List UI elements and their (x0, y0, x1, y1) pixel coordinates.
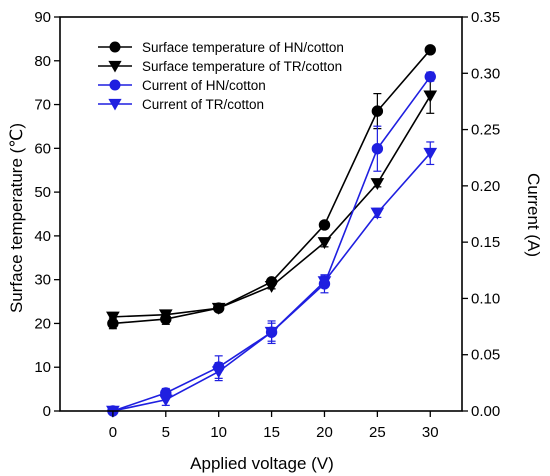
x-tick-label: 10 (210, 424, 227, 441)
legend-label: Current of HN/cotton (142, 78, 266, 93)
data-point (318, 219, 331, 231)
data-point (423, 90, 438, 103)
legend-marker (108, 60, 122, 73)
legend-marker (109, 79, 121, 91)
y-tick-label: 50 (34, 184, 51, 201)
y-tick-label: 10 (34, 359, 51, 376)
data-point (371, 105, 384, 117)
series-3 (107, 70, 436, 417)
data-point (211, 302, 226, 315)
data-point (424, 44, 436, 56)
data-point (158, 309, 173, 322)
x-tick-label: 5 (162, 424, 170, 441)
y-tick-label: 0 (43, 403, 51, 420)
legend-entry-3: Current of HN/cotton (98, 78, 266, 93)
data-point (371, 143, 384, 155)
legend: Surface temperature of HN/cotton Surface … (98, 40, 344, 112)
legend-label: Current of TR/cotton (142, 97, 264, 112)
data-point (158, 394, 173, 407)
y2-tick-label: 0.35 (471, 9, 500, 26)
series-2 (106, 77, 438, 324)
legend-marker (108, 98, 122, 111)
y2-tick-label: 0.30 (471, 65, 500, 82)
data-point (317, 276, 332, 289)
x-axis-label: Applied voltage (V) (190, 454, 334, 473)
x-tick-label: 15 (263, 424, 280, 441)
ticks: 0 5 10 15 20 25 30 0 10 20 30 40 50 60 70 80 90 0.00 0.05 0… (34, 9, 500, 441)
y-tick-label: 30 (34, 272, 51, 289)
x-tick-label: 0 (109, 424, 117, 441)
legend-label: Surface temperature of TR/cotton (142, 59, 342, 74)
series-line (112, 76, 431, 412)
x-tick-label: 30 (422, 424, 439, 441)
y-axis-label: Surface temperature (℃) (7, 123, 26, 313)
y2-tick-label: 0.10 (471, 290, 500, 307)
data-point (211, 366, 226, 379)
y-tick-label: 20 (34, 315, 51, 332)
series-4 (106, 141, 438, 418)
series-layer (106, 44, 438, 418)
legend-entry-2: Surface temperature of TR/cotton (98, 59, 342, 74)
y2-tick-label: 0.25 (471, 122, 500, 139)
data-point (264, 326, 279, 339)
data-point (424, 70, 436, 83)
y2-axis-label: Current (A) (524, 173, 543, 257)
data-point (370, 207, 385, 220)
data-point (423, 147, 438, 160)
y2-tick-label: 0.15 (471, 234, 500, 251)
legend-label: Surface temperature of HN/cotton (142, 40, 344, 55)
x-tick-label: 25 (369, 424, 386, 441)
legend-entry-1: Surface temperature of HN/cotton (98, 40, 344, 55)
y-tick-label: 80 (34, 53, 51, 70)
y-tick-label: 70 (34, 97, 51, 114)
legend-marker (109, 41, 121, 53)
legend-entry-4: Current of TR/cotton (98, 97, 264, 112)
y-tick-label: 40 (34, 228, 51, 245)
y2-tick-label: 0.20 (471, 178, 500, 195)
data-point (106, 311, 120, 324)
y-tick-label: 90 (34, 9, 51, 26)
y-tick-label: 60 (34, 140, 51, 157)
y2-tick-label: 0.05 (471, 347, 500, 364)
data-point (317, 237, 332, 250)
y2-tick-label: 0.00 (471, 403, 500, 420)
data-point (370, 178, 385, 191)
x-tick-label: 20 (316, 424, 333, 441)
axes-frame (59, 16, 463, 412)
data-point (264, 280, 279, 293)
plot-frame (59, 16, 463, 412)
